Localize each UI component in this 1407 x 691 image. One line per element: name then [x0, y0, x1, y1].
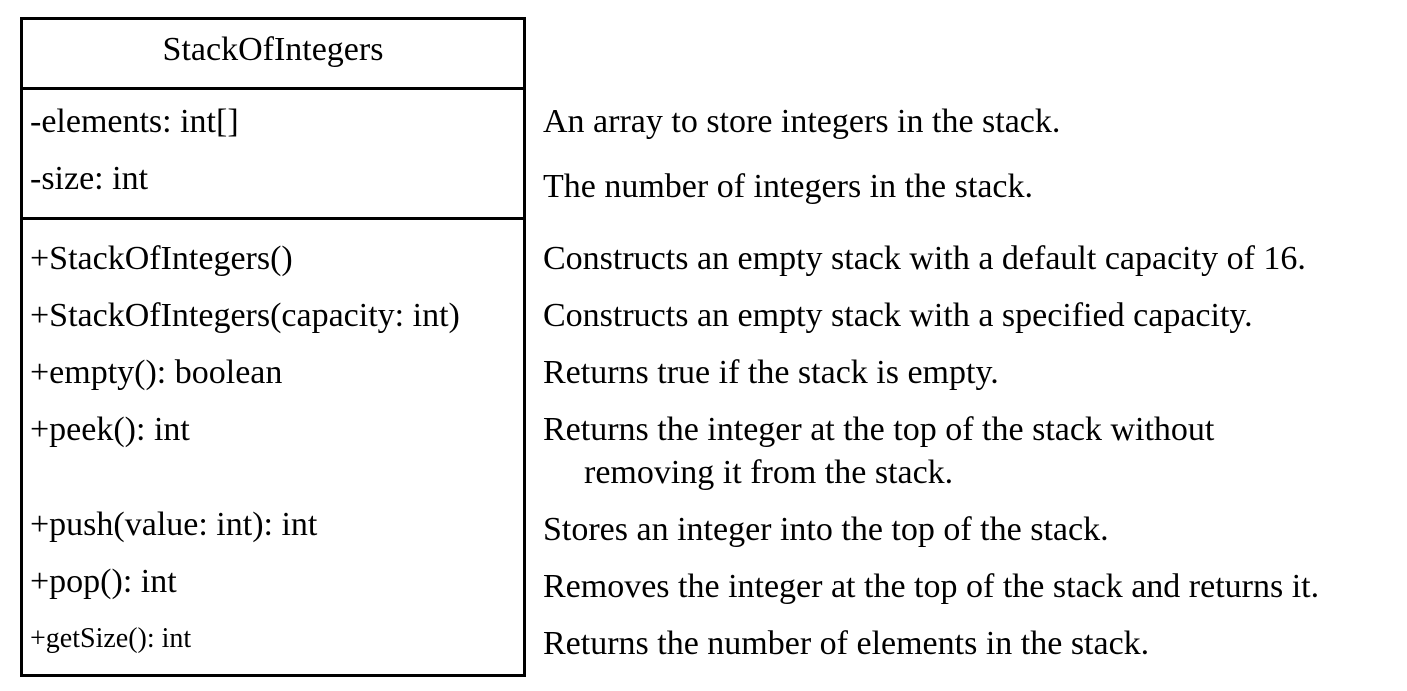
description-peek: Returns the integer at the top of the st…	[543, 411, 1215, 448]
description-pop: Removes the integer at the top of the st…	[543, 568, 1320, 605]
description-empty: Returns true if the stack is empty.	[543, 354, 999, 391]
method-getsize: +getSize(): int	[30, 623, 192, 654]
attributes-divider	[23, 217, 523, 220]
description-constructor-default: Constructs an empty stack with a default…	[543, 240, 1306, 277]
description-peek-continued: removing it from the stack.	[584, 454, 954, 491]
uml-class-box	[20, 17, 526, 677]
method-constructor-default: +StackOfIntegers()	[30, 240, 293, 277]
class-name: StackOfIntegers	[162, 31, 384, 68]
method-pop: +pop(): int	[30, 563, 177, 600]
method-push: +push(value: int): int	[30, 506, 318, 543]
method-empty: +empty(): boolean	[30, 354, 283, 391]
method-constructor-capacity: +StackOfIntegers(capacity: int)	[30, 297, 460, 334]
description-push: Stores an integer into the top of the st…	[543, 511, 1109, 548]
attribute-elements: -elements: int[]	[30, 103, 239, 140]
description-size: The number of integers in the stack.	[543, 168, 1034, 205]
description-elements: An array to store integers in the stack.	[543, 103, 1061, 140]
description-getsize: Returns the number of elements in the st…	[543, 625, 1150, 662]
description-constructor-capacity: Constructs an empty stack with a specifi…	[543, 297, 1253, 334]
name-divider	[23, 87, 523, 90]
method-peek: +peek(): int	[30, 411, 190, 448]
attribute-size: -size: int	[30, 160, 149, 197]
